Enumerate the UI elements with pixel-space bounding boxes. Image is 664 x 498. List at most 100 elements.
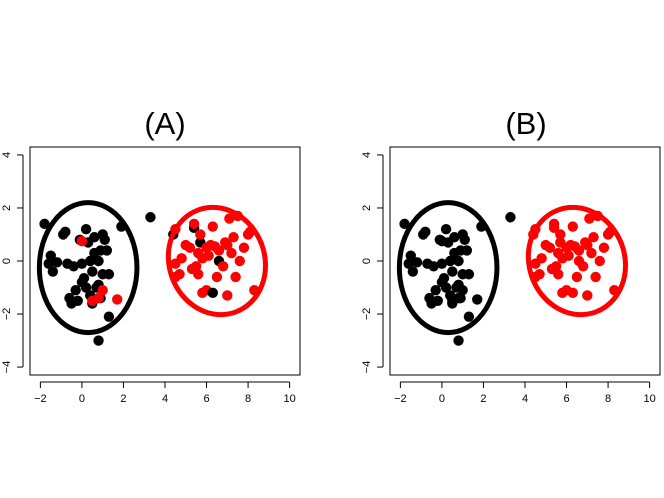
- data-point: [184, 242, 196, 253]
- x-tick-label: −2: [394, 393, 407, 405]
- data-point: [567, 287, 578, 299]
- data-point: [213, 245, 225, 256]
- y-tick-label: 2: [361, 205, 373, 211]
- data-point: [436, 258, 448, 269]
- data-point: [234, 255, 245, 267]
- data-point: [582, 290, 593, 301]
- data-point: [51, 257, 63, 268]
- x-tick-label: 4: [162, 393, 168, 405]
- data-point: [72, 295, 83, 306]
- cluster-ellipses: [36, 200, 269, 336]
- data-point: [226, 247, 237, 259]
- data-point: [584, 213, 595, 224]
- x-tick-label: 2: [480, 393, 486, 405]
- data-point: [577, 261, 589, 272]
- x-tick-label: −2: [34, 393, 47, 405]
- y-tick-label: −4: [361, 361, 373, 374]
- y-axis: −4 −2 0 2 4: [1, 152, 24, 373]
- x-tick-label: 0: [439, 393, 445, 405]
- data-point: [420, 226, 431, 238]
- panel-b: (B) −2 0 2 4 6 8 10 −4 −2 0 2 4: [361, 106, 661, 405]
- cluster-ellipse: [396, 200, 500, 336]
- x-axis: −2 0 2 4 6 8 10: [394, 381, 656, 405]
- panel-a: (A) −2 0 2 4 6 8 10 −4 −2 0 2 4: [1, 106, 301, 405]
- data-point: [453, 255, 464, 267]
- y-tick-label: 4: [361, 152, 373, 158]
- data-point: [207, 221, 218, 232]
- data-point: [463, 269, 475, 280]
- data-point: [590, 271, 601, 283]
- data-point: [60, 226, 71, 238]
- data-point: [193, 269, 204, 280]
- data-point: [238, 242, 250, 253]
- y-tick-label: 4: [1, 152, 13, 158]
- data-point: [463, 311, 475, 322]
- data-point: [101, 245, 113, 256]
- y-tick-label: 0: [361, 258, 373, 264]
- data-point: [39, 218, 50, 230]
- y-tick-label: −2: [361, 308, 373, 321]
- data-point: [224, 213, 235, 224]
- data-point: [550, 261, 562, 272]
- y-tick-label: −2: [1, 308, 13, 321]
- y-tick-label: 2: [1, 205, 13, 211]
- data-point: [230, 271, 241, 283]
- data-point: [80, 282, 92, 293]
- data-point: [534, 269, 545, 280]
- cluster-ellipse: [36, 200, 140, 336]
- panel-title: (A): [144, 106, 185, 141]
- data-point: [222, 290, 233, 301]
- data-point: [453, 335, 464, 346]
- data-point: [453, 292, 464, 304]
- data-point: [440, 223, 452, 235]
- x-tick-label: 6: [563, 393, 569, 405]
- data-point: [217, 261, 229, 272]
- data-point: [195, 229, 206, 240]
- cluster-ellipse: [165, 204, 269, 318]
- data-point: [76, 258, 88, 269]
- data-point: [188, 218, 200, 230]
- data-point: [428, 261, 439, 272]
- data-point: [438, 273, 450, 284]
- data-point: [211, 271, 223, 283]
- data-point: [93, 255, 104, 267]
- points: [399, 210, 620, 346]
- data-point: [430, 284, 441, 296]
- data-point: [399, 218, 410, 230]
- data-point: [47, 266, 59, 277]
- data-point: [405, 250, 416, 261]
- data-point: [548, 218, 560, 230]
- x-axis: −2 0 2 4 6 8 10: [34, 381, 296, 405]
- data-point: [76, 235, 88, 247]
- data-point: [598, 242, 610, 253]
- data-point: [544, 242, 556, 253]
- data-point: [89, 231, 100, 243]
- data-point: [103, 311, 115, 322]
- data-point: [228, 231, 239, 243]
- plot-frame: [389, 146, 661, 376]
- y-axis: −4 −2 0 2 4: [361, 152, 384, 374]
- data-point: [594, 255, 605, 267]
- data-point: [207, 287, 218, 299]
- data-point: [457, 284, 468, 296]
- data-point: [536, 253, 547, 264]
- x-tick-label: 6: [203, 393, 209, 405]
- data-point: [573, 245, 585, 256]
- data-point: [87, 266, 98, 277]
- data-point: [447, 266, 458, 277]
- data-point: [407, 266, 419, 277]
- data-point: [222, 239, 233, 251]
- data-point: [505, 212, 516, 223]
- data-point: [553, 269, 564, 280]
- y-tick-label: 0: [1, 258, 13, 264]
- data-point: [582, 239, 593, 251]
- data-point: [85, 255, 96, 267]
- data-point: [70, 284, 81, 296]
- x-tick-label: 4: [522, 393, 528, 405]
- data-point: [461, 245, 473, 256]
- data-point: [203, 250, 214, 261]
- data-point: [68, 261, 79, 272]
- plot-frame: [29, 146, 301, 376]
- data-point: [555, 229, 566, 240]
